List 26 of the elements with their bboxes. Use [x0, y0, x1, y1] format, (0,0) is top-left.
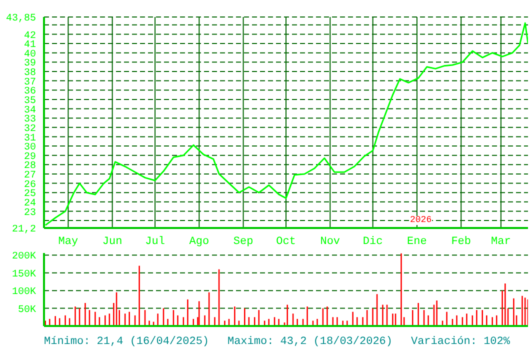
x-tick-label: Ene [407, 236, 427, 248]
x-tick-label: Jun [102, 236, 122, 248]
y-tick-label: 150K [12, 269, 36, 280]
text: Maximo: 43,2 (18/03/2026) [227, 336, 393, 348]
y-tick-label: 24 [24, 198, 36, 210]
annotation: 2026 [410, 215, 432, 225]
x-tick-label: Oct [276, 236, 296, 248]
y-tick-label: 32 [24, 124, 36, 135]
line-series [44, 22, 528, 226]
x-tick-label: Ago [189, 236, 210, 248]
y-tick-label: 200K [12, 252, 36, 263]
x-tick-label: Jul [145, 236, 165, 248]
y-tick-label: 23 [24, 208, 36, 219]
text: Variación: 102% [410, 336, 510, 348]
y-tick-label: 50K [18, 304, 36, 316]
y-tick-label: 100K [12, 287, 36, 298]
y-tick-label: 21,2 [12, 224, 36, 236]
x-tick-label: Nov [320, 236, 340, 248]
x-tick-label: May [58, 236, 78, 248]
x-tick-label: Sep [233, 236, 254, 248]
x-tick-label: Dic [362, 236, 383, 248]
y-tick-label: 35 [24, 96, 36, 107]
x-tick-label: Mar [491, 236, 511, 248]
text: Mínimo: 21,4 (16/04/2025) [44, 336, 210, 348]
x-tick-label: Feb [451, 236, 471, 248]
y-tick-label: 43,85 [6, 14, 36, 25]
